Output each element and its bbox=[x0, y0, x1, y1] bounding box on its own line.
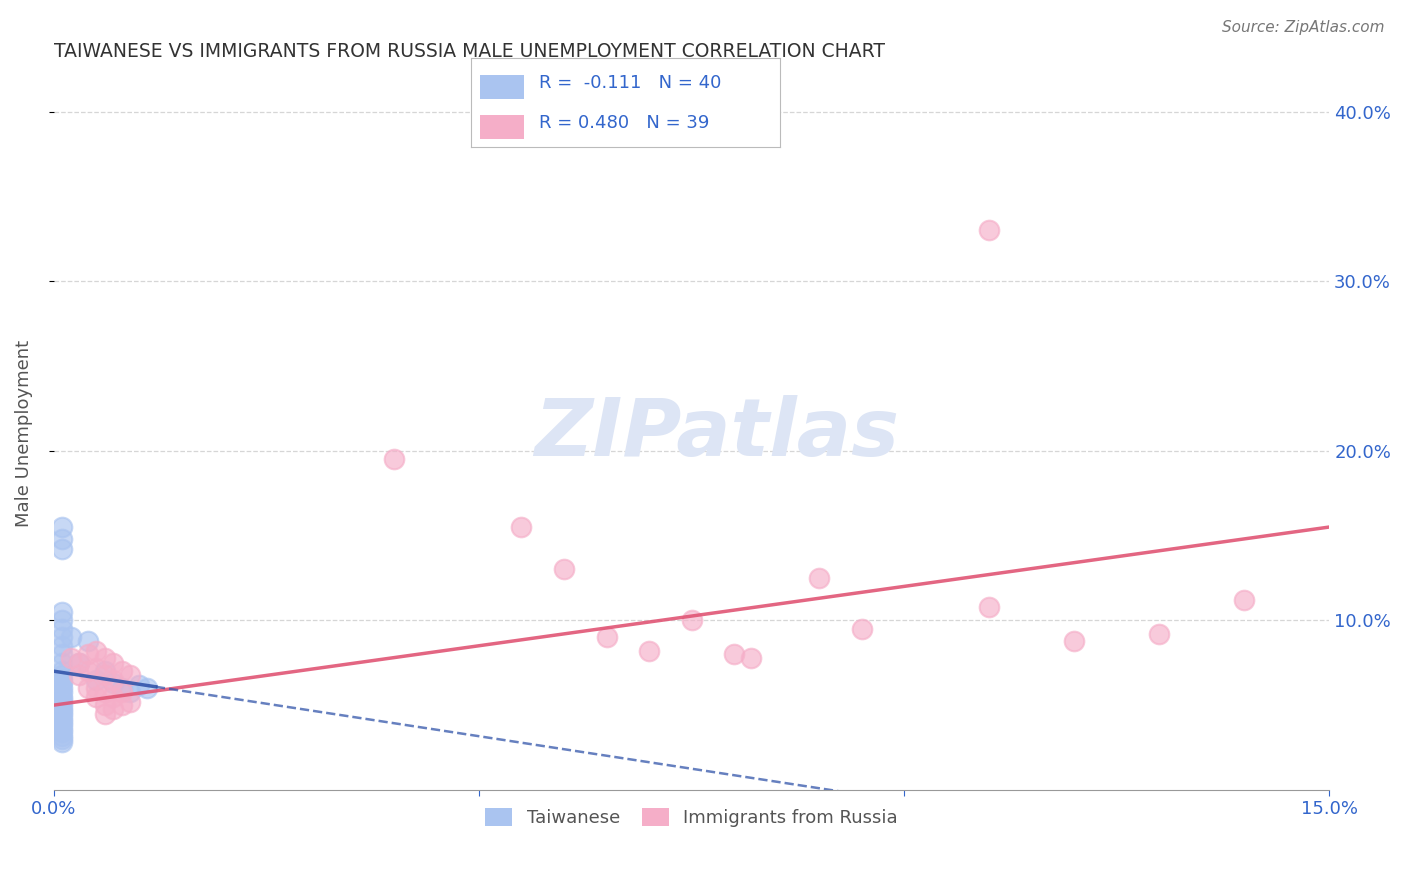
Point bbox=[979, 223, 1001, 237]
Point bbox=[51, 605, 73, 619]
Text: R =  -0.111   N = 40: R = -0.111 N = 40 bbox=[538, 74, 721, 92]
Text: R = 0.480   N = 39: R = 0.480 N = 39 bbox=[538, 114, 710, 132]
Point bbox=[51, 532, 73, 546]
FancyBboxPatch shape bbox=[481, 115, 523, 139]
Point bbox=[51, 701, 73, 715]
Point bbox=[103, 676, 125, 690]
Point bbox=[86, 673, 108, 687]
Point bbox=[86, 661, 108, 675]
Point bbox=[67, 656, 90, 670]
Point bbox=[638, 644, 661, 658]
Point bbox=[51, 715, 73, 730]
Point bbox=[51, 705, 73, 719]
Point bbox=[51, 693, 73, 707]
Point bbox=[51, 732, 73, 747]
Point bbox=[51, 676, 73, 690]
Point bbox=[76, 681, 98, 695]
Point bbox=[103, 673, 125, 687]
Point bbox=[111, 684, 134, 698]
Point bbox=[382, 452, 405, 467]
Point bbox=[740, 650, 762, 665]
FancyBboxPatch shape bbox=[481, 75, 523, 99]
Point bbox=[51, 647, 73, 661]
Point bbox=[111, 681, 134, 695]
Point bbox=[94, 706, 117, 721]
Point bbox=[94, 684, 117, 698]
Point bbox=[120, 667, 142, 681]
Point bbox=[120, 684, 142, 698]
Point bbox=[86, 644, 108, 658]
Point bbox=[59, 650, 82, 665]
Point bbox=[51, 698, 73, 712]
Point bbox=[51, 722, 73, 736]
Point bbox=[51, 622, 73, 636]
Point bbox=[51, 725, 73, 739]
Point bbox=[111, 664, 134, 678]
Point bbox=[51, 630, 73, 644]
Point bbox=[510, 520, 533, 534]
Point bbox=[51, 520, 73, 534]
Point bbox=[76, 647, 98, 661]
Text: ZIPatlas: ZIPatlas bbox=[534, 395, 900, 473]
Point bbox=[76, 664, 98, 678]
Point bbox=[59, 630, 82, 644]
Point bbox=[51, 708, 73, 723]
Point bbox=[51, 639, 73, 653]
Point bbox=[723, 647, 745, 661]
Point bbox=[103, 656, 125, 670]
Point bbox=[94, 650, 117, 665]
Point bbox=[51, 681, 73, 695]
Point bbox=[51, 729, 73, 743]
Point bbox=[808, 571, 831, 585]
Point bbox=[851, 622, 873, 636]
Point bbox=[51, 718, 73, 732]
Legend: Taiwanese, Immigrants from Russia: Taiwanese, Immigrants from Russia bbox=[478, 800, 905, 834]
Point bbox=[67, 656, 90, 670]
Point bbox=[51, 673, 73, 687]
Text: TAIWANESE VS IMMIGRANTS FROM RUSSIA MALE UNEMPLOYMENT CORRELATION CHART: TAIWANESE VS IMMIGRANTS FROM RUSSIA MALE… bbox=[53, 42, 884, 61]
Point bbox=[94, 664, 117, 678]
Text: Source: ZipAtlas.com: Source: ZipAtlas.com bbox=[1222, 20, 1385, 35]
Point bbox=[51, 667, 73, 681]
Point bbox=[67, 667, 90, 681]
Point bbox=[51, 690, 73, 704]
Point bbox=[94, 667, 117, 681]
Point bbox=[128, 678, 150, 692]
Point bbox=[553, 562, 575, 576]
Point bbox=[94, 698, 117, 712]
Point bbox=[103, 690, 125, 704]
Point bbox=[111, 698, 134, 712]
Point bbox=[136, 681, 159, 695]
Point bbox=[595, 630, 617, 644]
Point bbox=[979, 599, 1001, 614]
Point bbox=[51, 712, 73, 726]
Point bbox=[51, 656, 73, 670]
Point bbox=[86, 690, 108, 704]
Point bbox=[681, 613, 703, 627]
Y-axis label: Male Unemployment: Male Unemployment bbox=[15, 340, 32, 527]
Point bbox=[1147, 627, 1170, 641]
Point bbox=[86, 681, 108, 695]
Point bbox=[51, 735, 73, 749]
Point bbox=[120, 695, 142, 709]
Point bbox=[51, 542, 73, 557]
Point bbox=[76, 633, 98, 648]
Point bbox=[1063, 633, 1085, 648]
Point bbox=[103, 701, 125, 715]
Point bbox=[1233, 593, 1256, 607]
Point bbox=[51, 684, 73, 698]
Point bbox=[51, 613, 73, 627]
Point bbox=[51, 664, 73, 678]
